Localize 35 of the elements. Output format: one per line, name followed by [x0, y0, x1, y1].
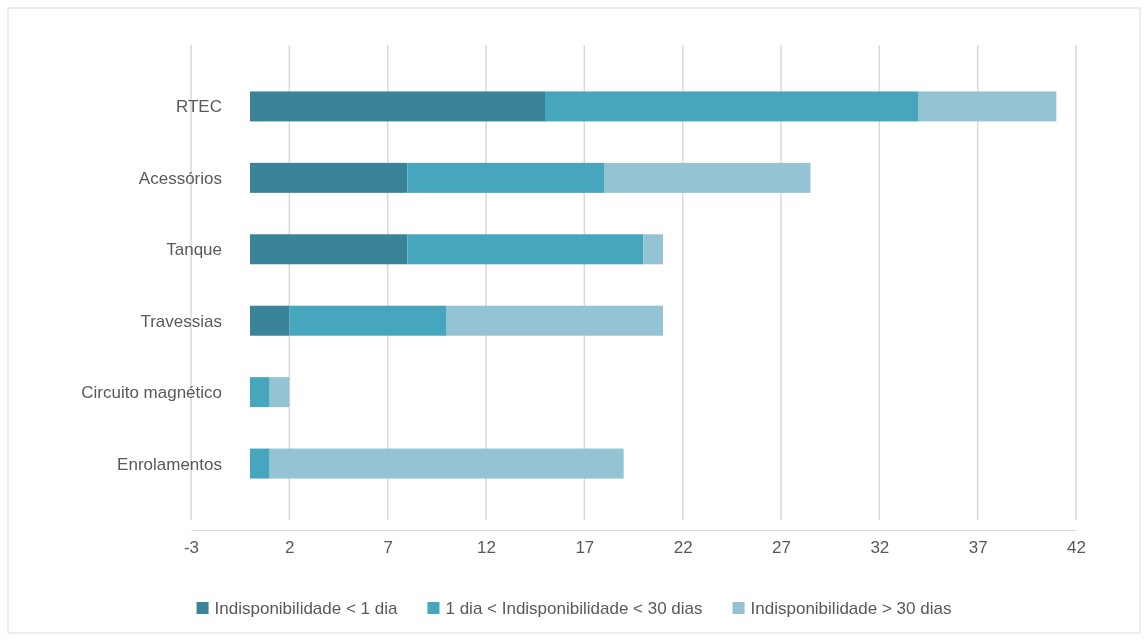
bar [545, 91, 919, 122]
bar [407, 162, 604, 193]
bar [250, 377, 270, 408]
bar [289, 305, 447, 336]
bar [250, 162, 408, 193]
x-tick-label: 2 [285, 538, 295, 558]
y-tick-label: Enrolamentos [117, 454, 222, 474]
legend-label: Indisponibilidade > 30 dias [750, 598, 952, 618]
y-tick-label: RTEC [176, 97, 222, 117]
bar [269, 377, 290, 408]
x-tick-label: 7 [383, 538, 393, 558]
bar [918, 91, 1057, 122]
legend-label: 1 dia < Indisponibilidade < 30 dias [445, 598, 703, 618]
bar [250, 305, 290, 336]
x-tick-label: -3 [183, 538, 200, 558]
y-tick-label: Circuito magnético [81, 383, 222, 403]
x-tick-label: 12 [477, 538, 496, 558]
y-tick-label: Acessórios [138, 168, 222, 188]
legend-label: Indisponibilidade < 1 dia [214, 598, 399, 618]
bar [643, 234, 663, 265]
x-tick-label: 22 [673, 538, 693, 558]
x-tick-label: 17 [575, 538, 595, 558]
bar [250, 91, 545, 122]
bar [446, 305, 663, 336]
y-tick-label: Travessias [140, 311, 222, 331]
y-tick-label: Tanque [166, 240, 222, 260]
x-tick-label: 42 [1067, 538, 1086, 558]
bar [269, 448, 624, 479]
bar [250, 234, 408, 265]
x-tick-label: 27 [772, 538, 791, 558]
bar [250, 448, 270, 479]
x-tick-label: 32 [870, 538, 890, 558]
bar [604, 162, 811, 193]
bar [407, 234, 644, 265]
x-tick-label: 37 [968, 538, 988, 558]
